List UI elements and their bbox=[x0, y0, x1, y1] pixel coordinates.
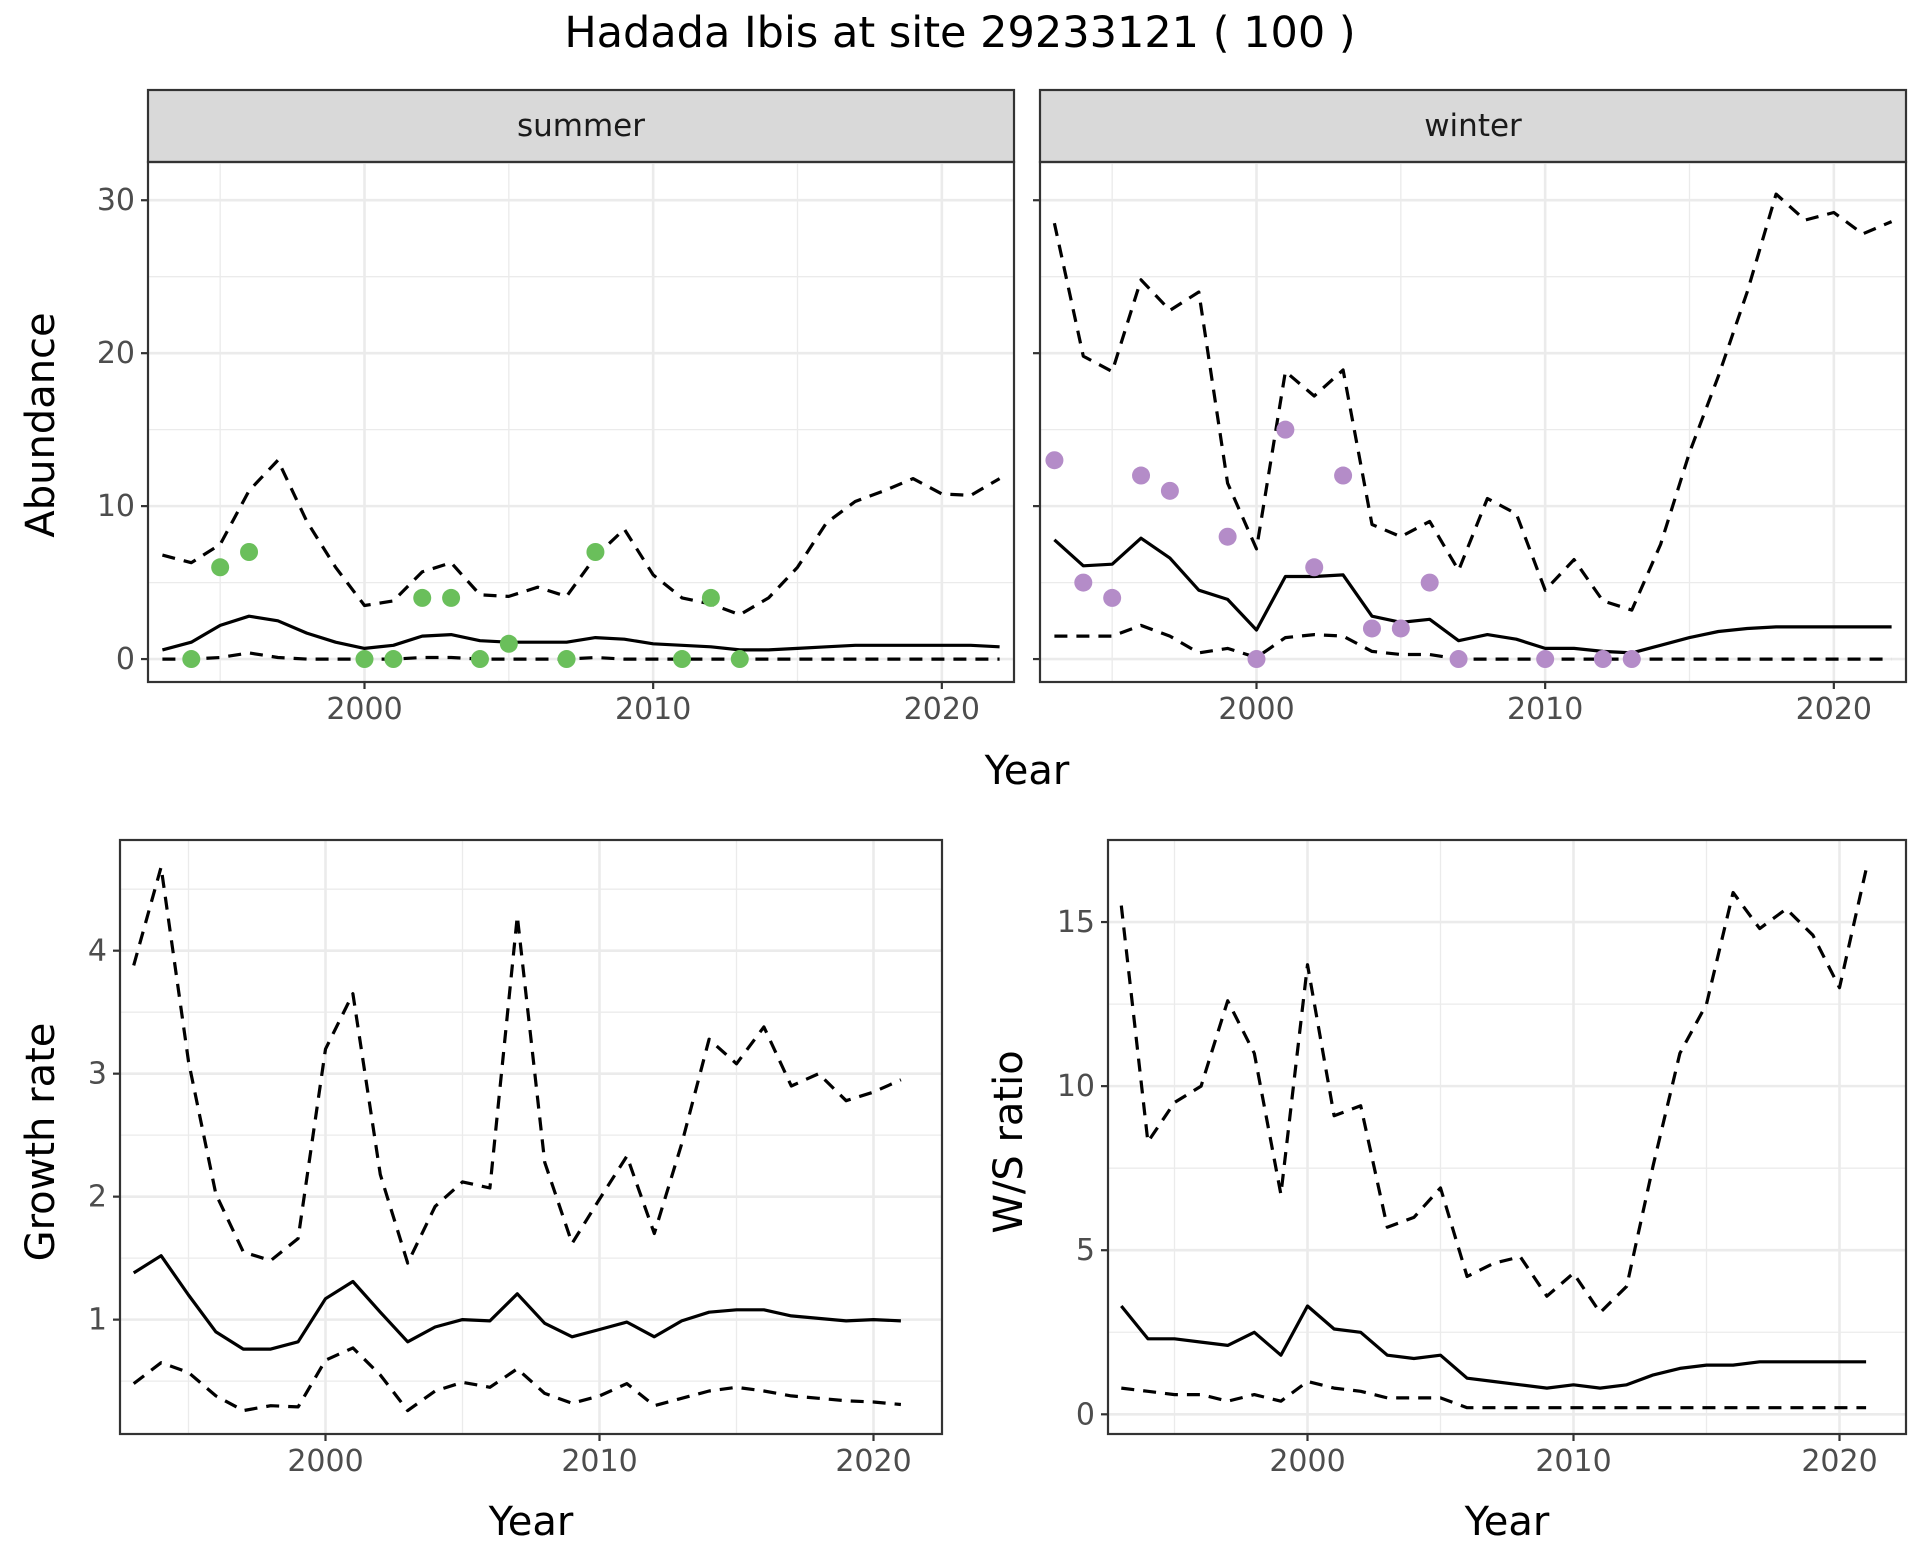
x-tick-label: 2000 bbox=[1269, 1444, 1345, 1479]
x-tick-label: 2020 bbox=[835, 1444, 911, 1479]
facet-label-winter: winter bbox=[1424, 108, 1522, 144]
y-tick-label: 0 bbox=[1076, 1397, 1095, 1432]
data-point bbox=[384, 650, 403, 669]
panel-growth-rate: 2000 2010 2020 1 2 3 4 bbox=[88, 838, 944, 1479]
data-point bbox=[1622, 650, 1641, 669]
x-tick-label: 2010 bbox=[615, 692, 691, 727]
data-point bbox=[1593, 650, 1612, 669]
y-tick-label: 30 bbox=[97, 183, 135, 218]
data-point bbox=[1449, 650, 1468, 669]
data-point bbox=[673, 650, 692, 669]
data-point bbox=[1045, 451, 1064, 470]
x-tick-label: 2000 bbox=[326, 692, 402, 727]
x-tick-label: 2020 bbox=[1801, 1444, 1877, 1479]
data-point bbox=[413, 588, 432, 607]
x-axis-title-growth: Year bbox=[488, 1499, 574, 1545]
x-tick-label: 2010 bbox=[1507, 692, 1583, 727]
figure-title: Hadada Ibis at site 29233121 ( 100 ) bbox=[564, 8, 1355, 58]
y-axis-title-ws: W/S ratio bbox=[986, 1050, 1032, 1233]
data-point bbox=[1305, 558, 1324, 577]
data-point bbox=[1276, 420, 1295, 439]
data-point bbox=[1103, 588, 1122, 607]
data-point bbox=[240, 543, 259, 561]
facet-strip-summer bbox=[146, 88, 1016, 164]
x-tick-label: 2010 bbox=[561, 1444, 637, 1479]
data-point bbox=[1420, 573, 1439, 592]
y-tick-label: 2 bbox=[88, 1180, 107, 1215]
x-tick-label: 2020 bbox=[1796, 692, 1872, 727]
data-point bbox=[557, 650, 576, 669]
y-axis-title-abundance: Abundance bbox=[18, 312, 64, 537]
series-line-upper bbox=[1119, 869, 1868, 1315]
panel-ws-ratio: 2000 2010 2020 0 5 10 15 bbox=[1057, 838, 1908, 1479]
data-point bbox=[1391, 619, 1410, 638]
series-line-mean bbox=[132, 1254, 901, 1351]
data-point bbox=[182, 650, 201, 669]
panel-summer: 2000 2010 2020 0 10 20 30 bbox=[97, 160, 1016, 727]
series-line-upper bbox=[1052, 192, 1893, 612]
data-point bbox=[211, 558, 230, 577]
series-line-mean bbox=[1053, 536, 1892, 655]
y-tick-label: 10 bbox=[97, 489, 135, 524]
y-tick-label: 5 bbox=[1076, 1233, 1095, 1268]
x-tick-label: 2010 bbox=[1535, 1444, 1611, 1479]
series-line-lower bbox=[132, 1346, 902, 1413]
panel-border bbox=[118, 838, 944, 1436]
data-point bbox=[1362, 619, 1381, 638]
x-tick-label: 2000 bbox=[1218, 692, 1294, 727]
data-point bbox=[586, 543, 605, 561]
data-point bbox=[1218, 527, 1237, 546]
x-axis-title-top: Year bbox=[984, 748, 1070, 794]
y-tick-label: 0 bbox=[116, 642, 135, 677]
y-tick-label: 3 bbox=[88, 1057, 107, 1092]
data-point bbox=[1536, 650, 1555, 669]
x-tick-label: 2000 bbox=[287, 1444, 363, 1479]
y-tick-label: 10 bbox=[1057, 1069, 1095, 1104]
panel-winter: 2000 2010 2020 bbox=[1033, 160, 1908, 727]
data-point bbox=[1160, 481, 1179, 500]
series-line-lower bbox=[1121, 1379, 1867, 1410]
data-point bbox=[1132, 466, 1151, 485]
y-tick-label: 4 bbox=[88, 934, 107, 969]
series-line-mean bbox=[161, 614, 1000, 652]
data-point bbox=[470, 650, 489, 669]
data-point bbox=[1334, 466, 1353, 485]
series-line-upper bbox=[161, 458, 1001, 617]
data-point bbox=[1247, 650, 1266, 669]
facet-strip-winter bbox=[1038, 88, 1908, 164]
y-tick-label: 1 bbox=[88, 1303, 107, 1338]
data-point bbox=[499, 634, 518, 653]
data-point bbox=[1074, 573, 1093, 592]
data-point bbox=[730, 650, 749, 669]
data-point bbox=[442, 588, 461, 607]
series-line-mean bbox=[1120, 1304, 1867, 1390]
data-point bbox=[355, 650, 374, 669]
panel-border bbox=[146, 160, 1016, 684]
data-point bbox=[701, 588, 720, 607]
facet-label-summer: summer bbox=[517, 108, 645, 144]
series-line-upper bbox=[132, 865, 902, 1265]
y-tick-label: 20 bbox=[97, 336, 135, 371]
x-axis-title-ws: Year bbox=[1464, 1499, 1550, 1545]
x-tick-label: 2020 bbox=[904, 692, 980, 727]
y-axis-title-growth: Growth rate bbox=[18, 1023, 64, 1262]
panel-border bbox=[1038, 160, 1908, 684]
y-tick-label: 15 bbox=[1057, 905, 1095, 940]
series-line-lower bbox=[162, 651, 1000, 661]
panel-border bbox=[1106, 838, 1908, 1436]
